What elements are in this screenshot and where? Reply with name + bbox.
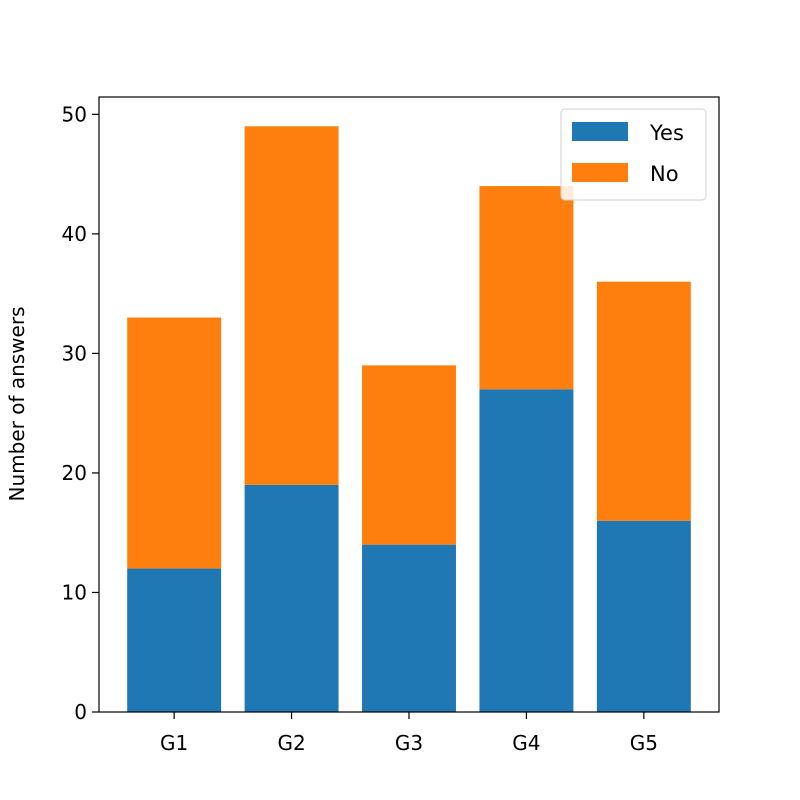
bars-group bbox=[127, 126, 691, 712]
y-tick-label: 50 bbox=[62, 102, 87, 126]
x-axis: G1 G2 G3 G4 G5 bbox=[160, 712, 658, 755]
bar-yes-g1 bbox=[127, 568, 222, 712]
x-tick-label: G2 bbox=[277, 731, 305, 755]
y-tick-label: 40 bbox=[62, 222, 87, 246]
x-tick-label: G4 bbox=[512, 731, 540, 755]
bar-no-g4 bbox=[479, 186, 574, 390]
y-tick-label: 0 bbox=[74, 700, 87, 724]
bar-no-g2 bbox=[244, 126, 339, 485]
y-tick-label: 20 bbox=[62, 461, 87, 485]
bar-no-g5 bbox=[596, 281, 691, 521]
bar-no-g1 bbox=[127, 317, 222, 569]
bar-yes-g2 bbox=[244, 484, 339, 712]
y-axis-label: Number of answers bbox=[5, 307, 29, 502]
legend: Yes No bbox=[560, 108, 707, 201]
bar-no-g3 bbox=[362, 365, 456, 545]
y-tick-label: 10 bbox=[62, 580, 87, 604]
x-tick-label: G3 bbox=[395, 731, 423, 755]
x-tick-label: G5 bbox=[630, 731, 658, 755]
legend-swatch-no bbox=[572, 163, 628, 182]
y-axis: 0 10 20 30 40 50 bbox=[62, 102, 99, 724]
legend-label-yes: Yes bbox=[649, 121, 684, 145]
legend-swatch-yes bbox=[572, 122, 628, 141]
legend-label-no: No bbox=[650, 162, 679, 186]
bar-yes-g4 bbox=[479, 389, 574, 712]
bar-yes-g3 bbox=[362, 544, 456, 712]
bar-yes-g5 bbox=[596, 520, 691, 712]
x-tick-label: G1 bbox=[160, 731, 188, 755]
y-tick-label: 30 bbox=[62, 341, 87, 365]
